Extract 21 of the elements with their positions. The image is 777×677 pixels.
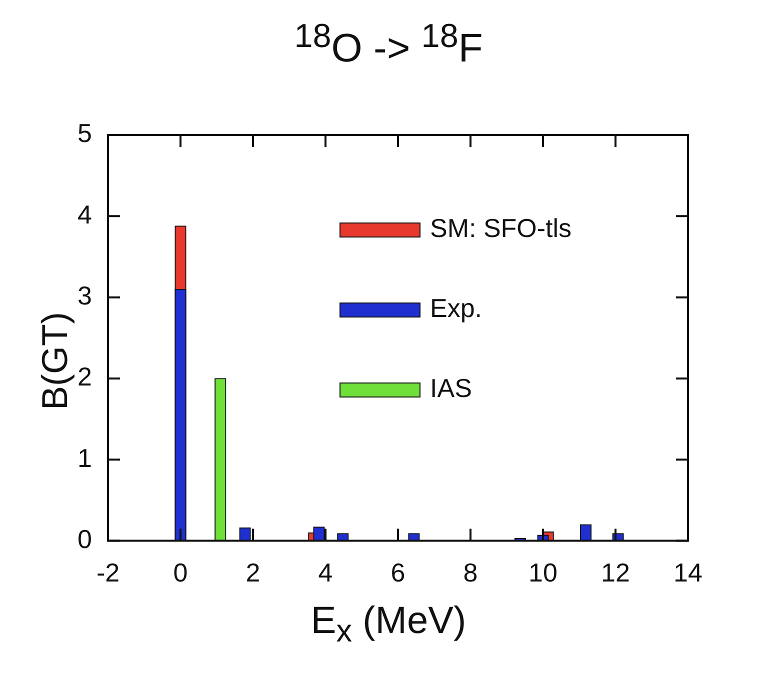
x-tick-label: 2	[246, 558, 260, 588]
x-tick-label: 4	[318, 558, 333, 588]
x-tick-label: 6	[390, 558, 406, 588]
y-tick-label: 4	[78, 199, 92, 230]
x-tick-label: 10	[528, 558, 558, 588]
legend-label: IAS	[430, 373, 472, 404]
y-axis-title: B(GT)	[34, 311, 76, 412]
chart-title: $^{18}$O -> $^{18}$F	[293, 18, 484, 72]
y-tick-label: 5	[78, 118, 92, 148]
x-tick-label: 14	[674, 558, 702, 588]
legend-label: SM: SFO-tls	[430, 213, 572, 244]
y-tick-label: 2	[78, 362, 92, 392]
x-axis-title: E$_{x}$ (MeV)	[310, 600, 468, 650]
x-tick-label: 12	[601, 558, 630, 588]
y-tick-label: 1	[78, 442, 92, 473]
x-tick-label: 8	[463, 558, 478, 588]
y-tick-label: 3	[78, 280, 92, 310]
legend-label: Exp.	[430, 293, 482, 324]
x-tick-label: 0	[173, 558, 188, 588]
y-tick-label: 0	[78, 524, 92, 554]
x-tick-label: -2	[96, 558, 120, 588]
